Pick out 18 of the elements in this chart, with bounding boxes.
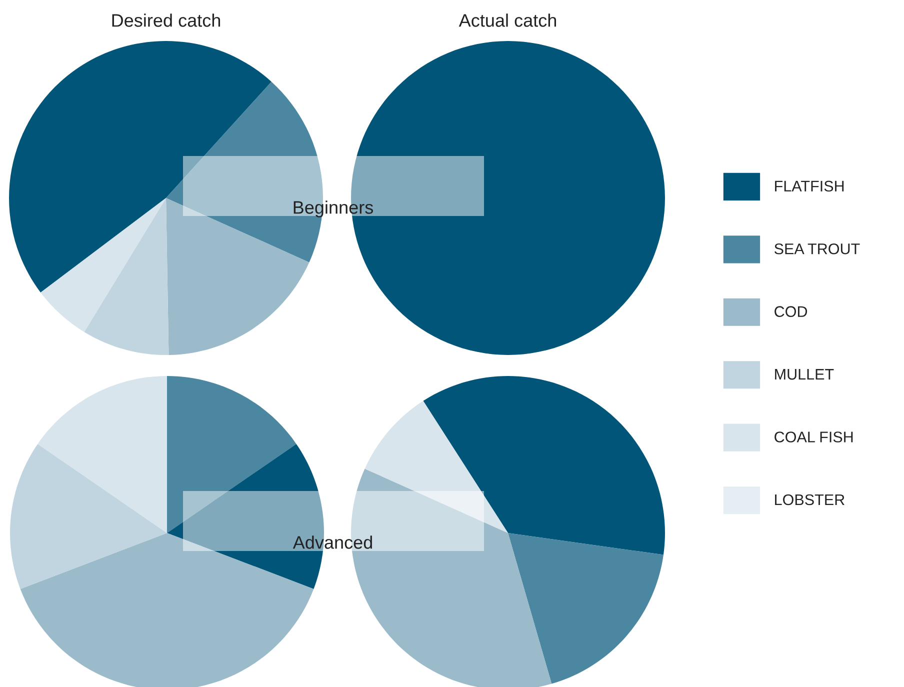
pie-slice — [40, 198, 166, 332]
pie-slice — [10, 444, 167, 589]
text: Advanced — [292, 536, 372, 549]
legend-label: MULLET — [775, 369, 834, 380]
pie-slice — [167, 376, 296, 533]
text: Beginners — [294, 200, 373, 218]
chart-title: Actual catch — [458, 14, 556, 27]
pie-slice — [423, 376, 665, 555]
pie-slice — [38, 376, 167, 533]
legend-label: COAL FISH — [774, 432, 853, 442]
pie-slice — [84, 198, 169, 355]
pie-slice — [364, 400, 508, 533]
legend-label: FLATFISH — [775, 180, 844, 192]
chart-title: Desired catch — [112, 14, 220, 27]
legend-label: COD — [774, 306, 808, 317]
legend-label: SEA TROUT — [774, 243, 860, 254]
pie-slice — [9, 41, 272, 292]
legend-label: LOBSTER — [775, 494, 844, 506]
